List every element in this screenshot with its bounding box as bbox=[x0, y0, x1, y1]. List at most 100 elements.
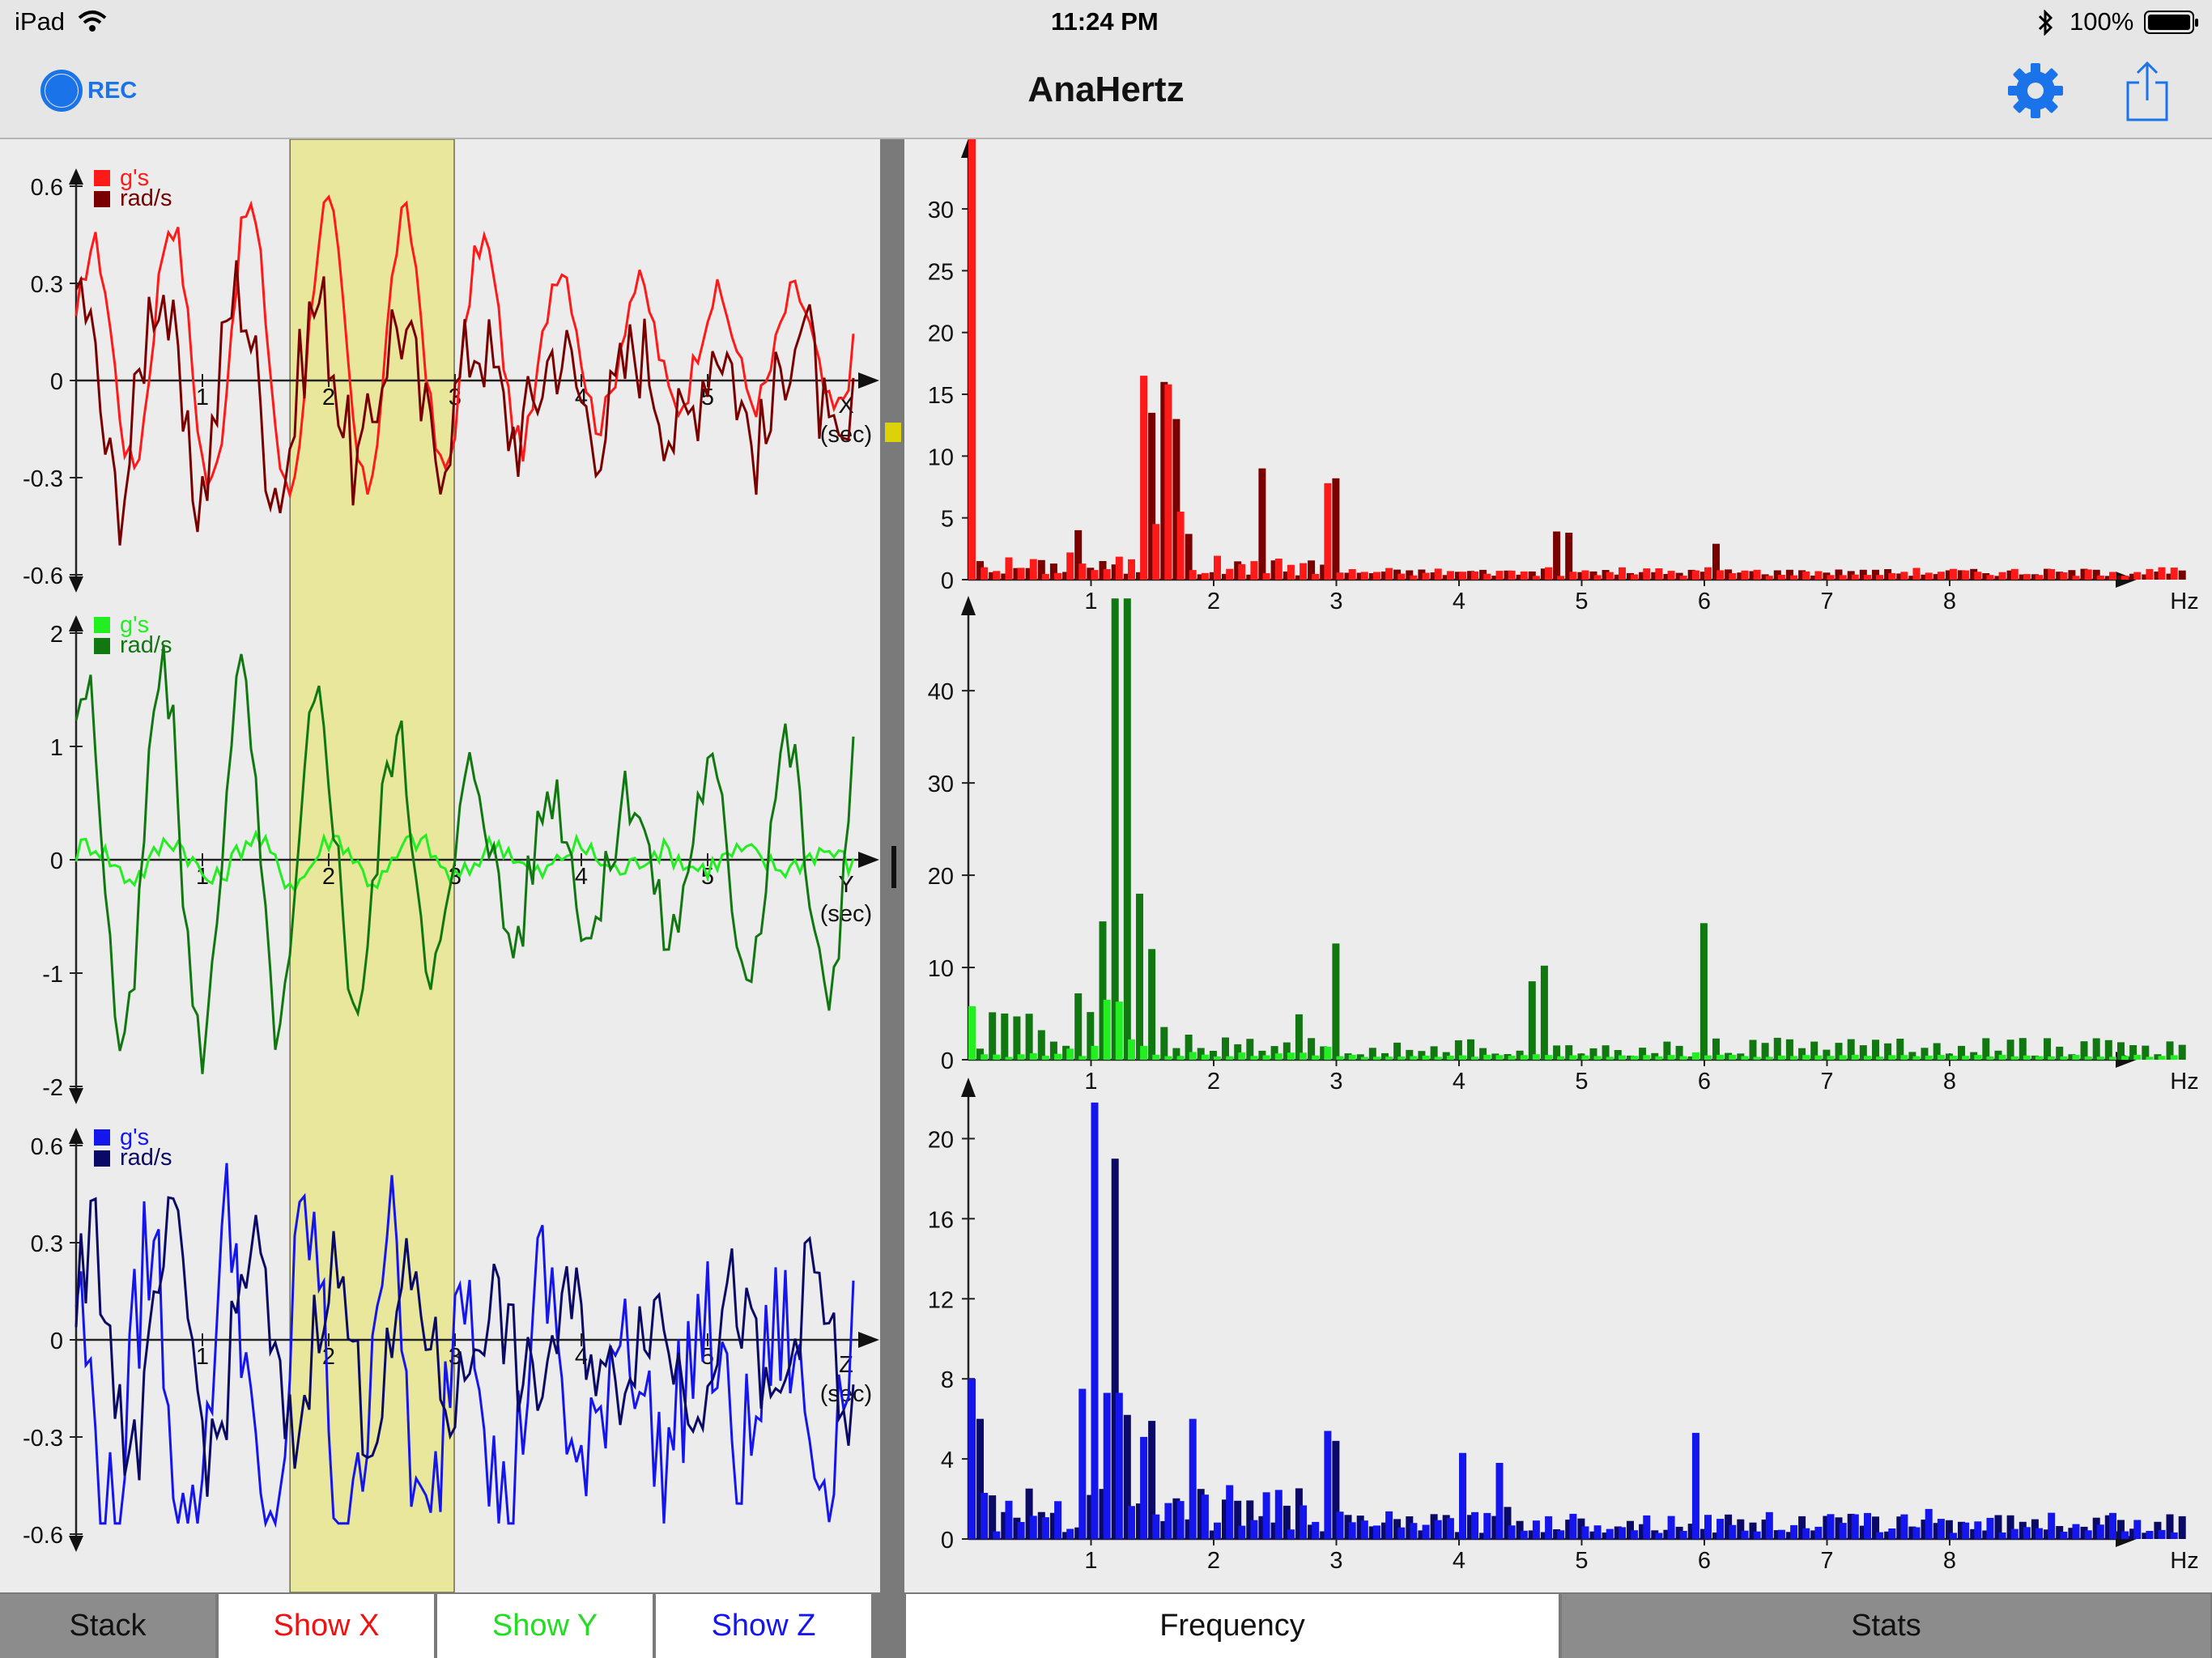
gyro-bar bbox=[1651, 1530, 1659, 1539]
accel-bar bbox=[1226, 568, 1234, 580]
accel-bar bbox=[1189, 1052, 1197, 1060]
y-tick-label: -0.6 bbox=[23, 563, 63, 589]
gyro-bar bbox=[2104, 576, 2112, 580]
tab-show-x[interactable]: Show X bbox=[219, 1594, 434, 1658]
time-plots-panel[interactable]: 0.6 0.3 0 -0.3 -0.6 1 2 3 4 5 X (sec) g's rad/s 2 1 0 -1-… bbox=[0, 139, 880, 1592]
gyro-bar bbox=[2031, 574, 2039, 580]
gyro-bar bbox=[2104, 1515, 2112, 1539]
accel-bar bbox=[981, 567, 989, 580]
x-tick-label: 1 bbox=[196, 864, 209, 890]
record-label: REC bbox=[87, 77, 138, 104]
gyro-bar bbox=[1614, 1050, 1622, 1060]
accel-bar bbox=[1704, 567, 1712, 580]
y-tick-label: 0 bbox=[50, 369, 63, 395]
accel-bar bbox=[2133, 1055, 2142, 1060]
gyro-bar bbox=[2178, 570, 2186, 580]
gyro-bar bbox=[1577, 1053, 1585, 1060]
accel-bar bbox=[1741, 1056, 1749, 1060]
gyro-bar bbox=[1994, 576, 2002, 580]
accel-bar bbox=[1226, 1056, 1234, 1060]
gyro-bar bbox=[1258, 1516, 1266, 1539]
accel-bar bbox=[1017, 568, 1025, 580]
accel-bar bbox=[1998, 572, 2006, 580]
app-title: AnaHertz bbox=[1027, 70, 1185, 109]
accel-bar bbox=[1360, 1056, 1368, 1060]
y-tick-label: -0.3 bbox=[23, 1426, 63, 1452]
gyro-bar bbox=[1859, 1045, 1867, 1060]
gyro-bar bbox=[1725, 1052, 1733, 1060]
accel-bar bbox=[1274, 1490, 1283, 1539]
gyro-bar bbox=[2166, 573, 2174, 580]
gyro-bar bbox=[1958, 1521, 1965, 1539]
accel-bar bbox=[2170, 1532, 2178, 1539]
accel-bar bbox=[1495, 1463, 1504, 1539]
gyro-bar bbox=[989, 1012, 997, 1060]
accel-bar bbox=[1864, 575, 1871, 580]
accel-bar bbox=[1397, 573, 1406, 580]
gyro-bar bbox=[1025, 1014, 1033, 1060]
accel-bar bbox=[1716, 1054, 1725, 1060]
gyro-bar bbox=[1675, 1045, 1683, 1060]
gyro-bar bbox=[1308, 1524, 1316, 1539]
accel-bar bbox=[2109, 1056, 2116, 1060]
time-plots-canvas[interactable]: 0.60.30-0.3-0.61 2 3 4 5 X(sec)g'srad/s210-1-… bbox=[0, 139, 880, 1592]
y-axis-arrow-icon bbox=[69, 576, 83, 593]
accel-bar bbox=[1471, 572, 1479, 580]
gyro-bar bbox=[1908, 1052, 1916, 1060]
gyro-bar bbox=[1197, 574, 1205, 580]
share-button[interactable] bbox=[2123, 60, 2172, 123]
gyro-bar bbox=[1982, 1530, 1990, 1539]
tab-frequency[interactable]: Frequency bbox=[906, 1594, 1559, 1658]
accel-bar bbox=[1091, 1102, 1099, 1539]
gyro-bar bbox=[976, 1418, 984, 1539]
accel-bar bbox=[1128, 1039, 1135, 1060]
accel-bar bbox=[1508, 1525, 1516, 1539]
accel-bar bbox=[1777, 1529, 1785, 1539]
gyro-bar bbox=[2056, 1046, 2064, 1060]
accel-bar bbox=[1422, 1055, 1430, 1060]
tab-show-z[interactable]: Show Z bbox=[656, 1594, 871, 1658]
tab-stats[interactable]: Stats bbox=[1562, 1594, 2210, 1658]
accel-bar bbox=[1078, 1056, 1087, 1060]
accel-bar bbox=[1851, 574, 1859, 580]
accel-bar bbox=[1839, 1523, 1847, 1539]
accel-bar bbox=[1483, 1512, 1491, 1539]
gyro-bar bbox=[1565, 1520, 1573, 1539]
accel-bar bbox=[1655, 1533, 1663, 1539]
gyro-bar bbox=[1246, 574, 1254, 580]
tab-show-y[interactable]: Show Y bbox=[437, 1594, 653, 1658]
gyro-bar bbox=[1602, 570, 1610, 580]
gyro-bar bbox=[1859, 569, 1867, 580]
accel-bar bbox=[1078, 563, 1087, 580]
gyro-bar bbox=[2018, 1521, 2027, 1539]
gyro-bar bbox=[976, 561, 984, 580]
gyro-bar bbox=[1627, 1055, 1634, 1060]
y-tick-label: 0 bbox=[50, 848, 63, 874]
divider-handle[interactable] bbox=[891, 846, 896, 888]
accel-bar bbox=[1324, 1047, 1332, 1060]
gyro-bar bbox=[1479, 1048, 1487, 1060]
record-button[interactable]: REC bbox=[40, 63, 137, 118]
y-axis-arrow-icon bbox=[961, 596, 976, 615]
gyro-bar bbox=[1699, 572, 1708, 580]
accel-bar bbox=[1373, 572, 1380, 580]
gyro-bar bbox=[1810, 1530, 1819, 1539]
accel-bar bbox=[1176, 1056, 1185, 1060]
accel-bar bbox=[1802, 1055, 1810, 1060]
gyro-bar bbox=[1540, 568, 1548, 580]
legend-label-accel: g's bbox=[120, 165, 149, 191]
accel-bar bbox=[1827, 1056, 1835, 1060]
gyro-bar bbox=[1197, 1489, 1205, 1539]
gyro-bar bbox=[1712, 543, 1720, 580]
accel-bar bbox=[1888, 1055, 1896, 1060]
tab-stack[interactable]: Stack bbox=[0, 1594, 215, 1658]
accel-bar bbox=[1274, 1053, 1283, 1060]
panel-divider[interactable] bbox=[880, 139, 904, 1658]
settings-button[interactable] bbox=[2006, 62, 2065, 120]
gyro-bar bbox=[1540, 965, 1548, 1060]
accel-bar bbox=[1839, 1055, 1847, 1060]
accel-bar bbox=[1986, 1056, 1994, 1060]
gyro-bar bbox=[2006, 570, 2014, 580]
accel-bar bbox=[1557, 576, 1565, 580]
gyro-bar bbox=[1087, 1012, 1095, 1060]
